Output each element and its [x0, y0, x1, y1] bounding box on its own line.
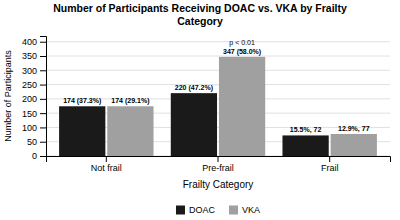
legend-swatch: [176, 206, 185, 215]
data-label: 12.9%, 77: [338, 125, 370, 133]
grid: [46, 42, 390, 156]
y-tick-mark: [40, 113, 46, 114]
grid-line: [46, 70, 390, 71]
data-label: 15.5%, 72: [290, 126, 322, 134]
y-tick: 350: [22, 51, 46, 61]
y-tick-mark: [40, 56, 46, 57]
bar: [219, 57, 265, 156]
y-tick: 100: [22, 123, 46, 133]
grid-line: [46, 41, 390, 42]
grid-line: [46, 56, 390, 57]
y-tick-mark: [40, 85, 46, 86]
y-tick-label: 100: [22, 123, 37, 133]
grid-line: [46, 84, 390, 85]
bar: [282, 135, 328, 156]
x-tick: Not frail: [91, 156, 122, 173]
y-tick-label: 150: [22, 109, 37, 119]
x-tick-mark: [218, 156, 219, 162]
bar: [107, 106, 153, 156]
legend-swatch: [229, 206, 238, 215]
data-label: 347 (58.0%): [223, 48, 261, 56]
bar: [171, 93, 217, 156]
legend-label: DOAC: [189, 205, 216, 215]
y-tick: 400: [22, 37, 46, 47]
x-axis: Not frail Pre-frail Frail: [47, 156, 391, 173]
plot: 174 (37.3%) 220 (47.2%) 15.5%, 72 174 (29.1…: [22, 37, 391, 174]
y-tick-mark: [40, 70, 46, 71]
x-axis-line: [47, 157, 391, 163]
x-tick-label: Not frail: [91, 163, 122, 173]
legend-item: DOAC: [176, 205, 216, 215]
x-tick: Frail: [321, 156, 339, 173]
y-tick: 250: [22, 80, 46, 90]
y-tick: 50: [27, 137, 46, 147]
y-tick-label: 250: [22, 80, 37, 90]
chart: Number of Participants Receiving DOAC vs…: [0, 0, 400, 220]
x-axis-title: Frailty Category: [183, 179, 254, 190]
x-tick: Pre-frail: [202, 156, 234, 173]
y-tick-label: 0: [32, 151, 37, 161]
x-tick-mark: [329, 156, 330, 162]
y-tick-label: 350: [22, 51, 37, 61]
y-axis: 0 50 100 150 200 250 300 350 400: [22, 37, 47, 162]
bars: [59, 57, 377, 156]
data-label: 174 (29.1%): [111, 97, 149, 105]
y-tick-label: 200: [22, 94, 37, 104]
y-tick: 0: [32, 151, 46, 161]
legend-item: VKA: [229, 205, 260, 215]
legend-label: VKA: [242, 205, 260, 215]
y-tick-mark: [40, 156, 46, 157]
y-axis-line: [40, 37, 47, 157]
x-tick-label: Pre-frail: [202, 163, 234, 173]
data-label: 220 (47.2%): [175, 84, 213, 92]
x-tick-label: Frail: [321, 163, 339, 173]
y-tick: 150: [22, 109, 46, 119]
y-tick-label: 400: [22, 37, 37, 47]
data-labels: 174 (37.3%) 220 (47.2%) 15.5%, 72 174 (29.1…: [63, 39, 369, 135]
y-tick-mark: [40, 99, 46, 100]
x-tick-mark: [106, 156, 107, 162]
y-tick-mark: [40, 127, 46, 128]
title: Number of Participants Receiving DOAC vs…: [53, 2, 347, 27]
y-tick-label: 300: [22, 66, 37, 76]
annotation: p < 0.01: [229, 39, 255, 47]
bar: [331, 134, 377, 156]
y-axis-title: Number of Participants: [3, 50, 13, 142]
legend: DOAC VKA: [176, 205, 260, 215]
y-tick: 300: [22, 66, 46, 76]
y-tick-mark: [40, 42, 46, 43]
bar: [59, 106, 105, 156]
y-tick: 200: [22, 94, 46, 104]
y-tick-label: 50: [27, 137, 37, 147]
y-tick-mark: [40, 142, 46, 143]
data-label: 174 (37.3%): [63, 97, 101, 105]
